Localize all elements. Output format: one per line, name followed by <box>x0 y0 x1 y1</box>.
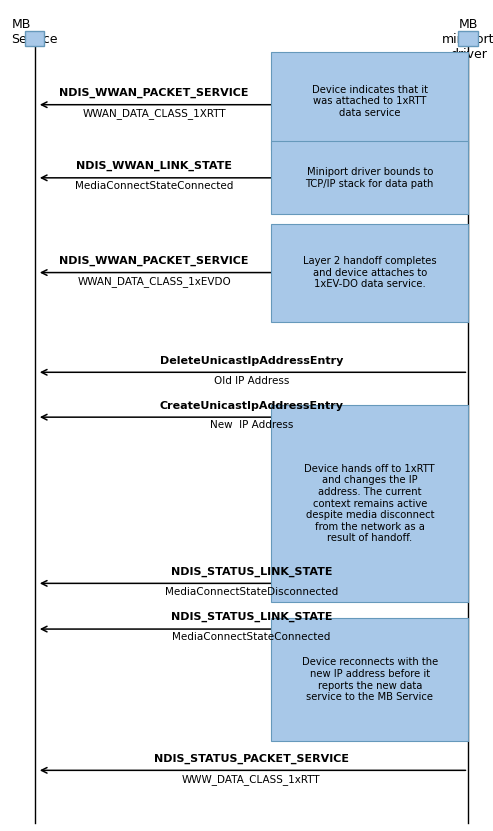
Text: Miniport driver bounds to
TCP/IP stack for data path: Miniport driver bounds to TCP/IP stack f… <box>306 167 434 189</box>
Text: Old IP Address: Old IP Address <box>214 376 289 386</box>
Text: Device indicates that it
was attached to 1xRTT
data service: Device indicates that it was attached to… <box>312 85 428 118</box>
Text: MediaConnectStateConnected: MediaConnectStateConnected <box>75 181 233 191</box>
FancyBboxPatch shape <box>271 224 468 322</box>
FancyBboxPatch shape <box>271 141 468 214</box>
Text: NDIS_STATUS_LINK_STATE: NDIS_STATUS_LINK_STATE <box>171 612 332 622</box>
Text: NDIS_WWAN_LINK_STATE: NDIS_WWAN_LINK_STATE <box>76 161 232 171</box>
Text: NDIS_STATUS_LINK_STATE: NDIS_STATUS_LINK_STATE <box>171 567 332 577</box>
Text: NDIS_WWAN_PACKET_SERVICE: NDIS_WWAN_PACKET_SERVICE <box>59 88 249 98</box>
FancyBboxPatch shape <box>271 52 468 150</box>
Text: NDIS_STATUS_PACKET_SERVICE: NDIS_STATUS_PACKET_SERVICE <box>154 754 349 764</box>
Text: WWAN_DATA_CLASS_1XRTT: WWAN_DATA_CLASS_1XRTT <box>82 108 226 119</box>
Text: Device hands off to 1xRTT
and changes the IP
address. The current
context remain: Device hands off to 1xRTT and changes th… <box>305 464 435 543</box>
FancyBboxPatch shape <box>271 618 468 741</box>
Text: MB
miniport
driver: MB miniport driver <box>442 18 493 61</box>
Text: CreateUnicastIpAddressEntry: CreateUnicastIpAddressEntry <box>159 401 344 411</box>
Text: MediaConnectStateConnected: MediaConnectStateConnected <box>172 632 331 642</box>
Text: Layer 2 handoff completes
and device attaches to
1xEV-DO data service.: Layer 2 handoff completes and device att… <box>303 256 437 289</box>
Text: MediaConnectStateDisconnected: MediaConnectStateDisconnected <box>165 587 338 597</box>
Text: Device reconnects with the
new IP address before it
reports the new data
service: Device reconnects with the new IP addres… <box>302 657 438 702</box>
Text: New  IP Address: New IP Address <box>210 420 293 430</box>
Text: NDIS_WWAN_PACKET_SERVICE: NDIS_WWAN_PACKET_SERVICE <box>59 256 249 266</box>
FancyBboxPatch shape <box>271 405 468 602</box>
Text: MB
Service: MB Service <box>11 18 58 47</box>
Text: WWW_DATA_CLASS_1xRTT: WWW_DATA_CLASS_1xRTT <box>182 774 321 784</box>
Bar <box>25 31 44 46</box>
Text: WWAN_DATA_CLASS_1xEVDO: WWAN_DATA_CLASS_1xEVDO <box>77 276 231 287</box>
Text: DeleteUnicastIpAddressEntry: DeleteUnicastIpAddressEntry <box>160 356 343 366</box>
Bar <box>458 31 478 46</box>
